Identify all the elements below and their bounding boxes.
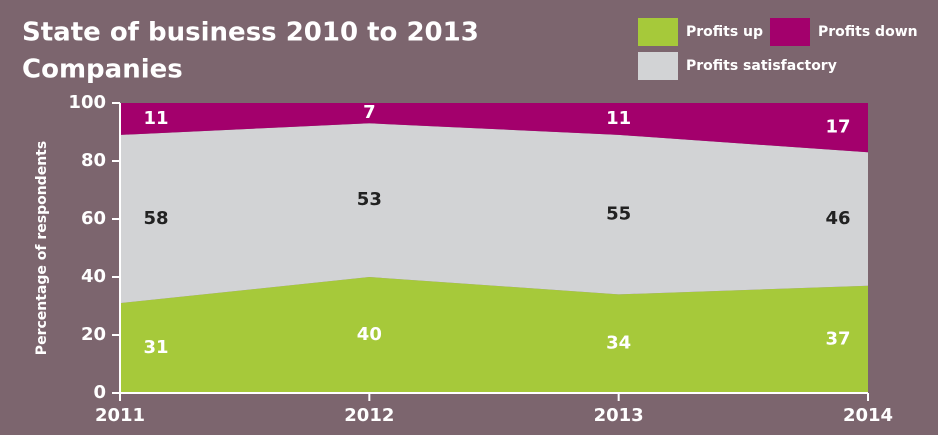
area	[120, 277, 868, 393]
legend-swatch	[638, 18, 678, 46]
data-label: 11	[143, 108, 168, 129]
y-tick-label: 80	[81, 150, 106, 171]
legend-label: Profits down	[818, 24, 918, 40]
data-label: 37	[825, 328, 850, 349]
y-tick-label: 40	[81, 266, 106, 287]
data-label: 7	[363, 102, 376, 123]
legend-label: Profits up	[686, 24, 763, 40]
y-tick-label: 100	[68, 92, 106, 113]
y-axis-label: Percentage of respondents	[34, 141, 50, 355]
data-label: 11	[606, 108, 631, 129]
x-tick-label: 2011	[95, 405, 145, 426]
y-tick-label: 60	[81, 208, 106, 229]
data-label: 17	[825, 117, 850, 138]
legend-swatch	[770, 18, 810, 46]
legend-label: Profits satisfactory	[686, 58, 837, 74]
area	[120, 123, 868, 304]
data-label: 53	[357, 189, 382, 210]
data-label: 46	[825, 208, 850, 229]
x-tick-label: 2014	[843, 405, 893, 426]
x-tick-label: 2012	[344, 405, 394, 426]
data-label: 34	[606, 333, 631, 354]
chart-subtitle: Companies	[22, 55, 183, 85]
legend-swatch	[638, 52, 678, 80]
chart-title: State of business 2010 to 2013	[22, 18, 479, 48]
x-tick-label: 2013	[594, 405, 644, 426]
data-label: 55	[606, 204, 631, 225]
y-tick-label: 20	[81, 324, 106, 345]
data-label: 31	[143, 337, 168, 358]
area	[120, 103, 868, 153]
y-tick-label: 0	[93, 382, 106, 403]
data-label: 40	[357, 324, 382, 345]
data-label: 58	[143, 208, 168, 229]
